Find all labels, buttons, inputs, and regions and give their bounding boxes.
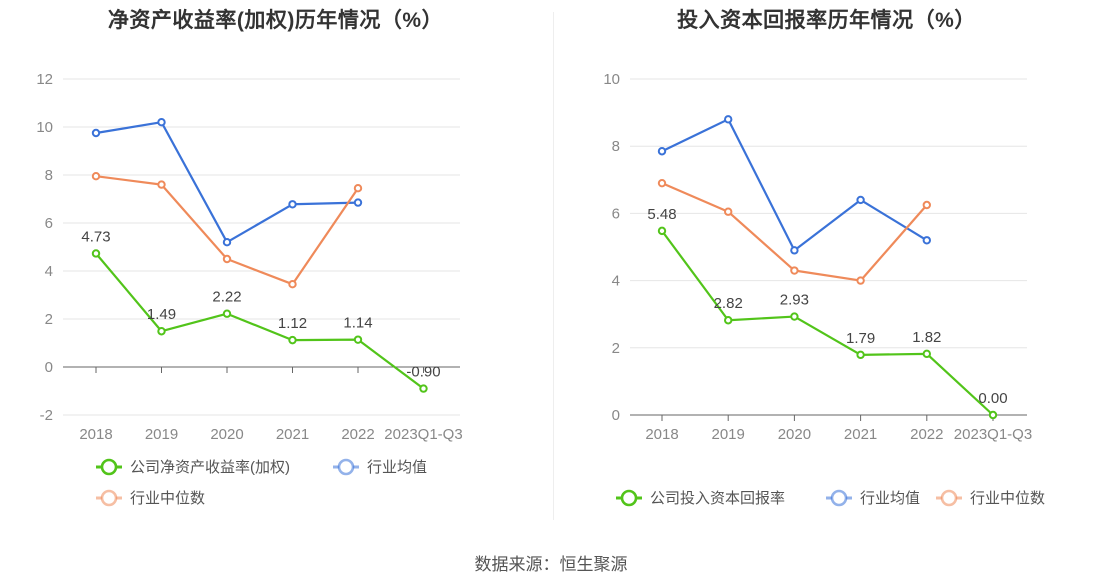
data-point (222, 254, 232, 264)
y-tick-label: 4 (612, 273, 620, 290)
data-point (157, 118, 166, 127)
series-line (95, 175, 359, 286)
y-tick-label: 6 (612, 205, 620, 222)
data-point (988, 410, 998, 420)
data-point (724, 316, 733, 325)
y-tick-label: 8 (45, 167, 53, 184)
data-label: 2.82 (714, 295, 743, 312)
data-label: -0.90 (406, 364, 440, 381)
data-label: 0.00 (978, 390, 1007, 407)
data-point (353, 198, 363, 207)
series-line (661, 182, 928, 282)
data-point (222, 309, 232, 318)
data-point (922, 200, 931, 210)
data-point (157, 180, 166, 189)
data-label: 4.73 (81, 228, 110, 245)
data-point (288, 280, 297, 289)
legend-marker (830, 489, 848, 507)
data-label: 1.79 (846, 330, 875, 347)
data-point (724, 115, 733, 124)
y-tick-label: 2 (612, 340, 620, 357)
panel-divider (553, 12, 554, 520)
data-point (288, 200, 297, 209)
series-line (661, 230, 994, 416)
roic-chart: 0 2 4 6 8 10 2018 2019 2020 2021 2022 2023Q1-Q3 5.48… (603, 71, 1045, 507)
data-point (419, 384, 428, 393)
data-point (353, 335, 363, 344)
legend-marker (940, 489, 958, 507)
legend-label: 公司投入资本回报率 (650, 490, 785, 507)
legend-label: 公司净资产收益率(加权) (130, 459, 290, 476)
x-tick-label: 2022 (341, 426, 374, 443)
y-tick-label: 0 (612, 407, 620, 424)
roe-chart-panel: 净资产收益率(加权)历年情况（%） -2 0 2 4 6 8 10 12 2018 2019 202… (0, 0, 551, 520)
data-point (790, 246, 799, 255)
x-tick-label: 2023Q1-Q3 (384, 426, 462, 443)
data-label: 1.49 (147, 306, 176, 323)
y-tick-label: 6 (45, 215, 53, 232)
x-tick-label: 2019 (145, 426, 178, 443)
legend-label: 行业中位数 (130, 490, 205, 507)
y-tick-label: 10 (603, 71, 620, 88)
data-point (790, 312, 799, 321)
data-point (353, 184, 363, 193)
data-point (157, 327, 166, 336)
data-point (922, 236, 931, 245)
data-point (91, 249, 101, 258)
data-point (856, 195, 865, 205)
data-label: 5.48 (647, 206, 676, 223)
legend-marker (100, 489, 118, 507)
x-tick-label: 2021 (276, 426, 309, 443)
data-label: 1.82 (912, 329, 941, 346)
x-tick-label: 2021 (844, 426, 877, 443)
x-tick-label: 2018 (645, 426, 678, 443)
legend-marker (620, 489, 638, 507)
data-point (657, 178, 667, 188)
y-tick-label: 12 (36, 71, 53, 88)
y-tick-label: 2 (45, 311, 53, 328)
chart-title: 投入资本回报率历年情况（%） (677, 9, 976, 32)
data-point (288, 335, 297, 345)
x-tick-label: 2019 (712, 426, 745, 443)
data-point (922, 349, 931, 359)
series-line (95, 252, 425, 390)
x-tick-label: 2018 (79, 426, 112, 443)
data-point (724, 207, 733, 216)
roe-chart: -2 0 2 4 6 8 10 12 2018 2019 2020 2021 2022 2023Q1-Q3… (36, 71, 462, 507)
series-line (661, 118, 928, 252)
x-tick-label: 2020 (778, 426, 811, 443)
data-label: 1.14 (343, 315, 372, 332)
data-point (91, 128, 101, 138)
chart-title: 净资产收益率(加权)历年情况（%） (107, 9, 444, 32)
data-label: 2.93 (780, 292, 809, 309)
data-source: 数据来源：恒生聚源 (474, 555, 628, 574)
y-tick-label: 8 (612, 138, 620, 155)
legend-label: 行业中位数 (970, 490, 1045, 507)
data-label: 1.12 (278, 315, 307, 332)
data-label: 2.22 (212, 289, 241, 306)
roic-chart-panel: 投入资本回报率历年情况（%） 0 2 4 6 8 10 2018 2019 2020 2021 20… (551, 0, 1102, 520)
legend-marker (337, 458, 355, 476)
data-point (790, 266, 799, 275)
x-tick-label: 2020 (210, 426, 243, 443)
data-point (856, 276, 865, 285)
data-point (856, 350, 865, 360)
legend-marker (100, 458, 118, 476)
data-point (657, 147, 667, 156)
y-tick-label: -2 (40, 407, 53, 424)
data-point (657, 226, 667, 236)
x-tick-label: 2022 (910, 426, 943, 443)
y-tick-label: 0 (45, 359, 53, 376)
data-point (222, 238, 232, 247)
y-tick-label: 10 (36, 119, 53, 136)
y-tick-label: 4 (45, 263, 53, 280)
data-point (91, 172, 101, 181)
legend-label: 行业均值 (860, 490, 920, 507)
legend-label: 行业均值 (367, 459, 427, 476)
x-tick-label: 2023Q1-Q3 (954, 426, 1032, 443)
